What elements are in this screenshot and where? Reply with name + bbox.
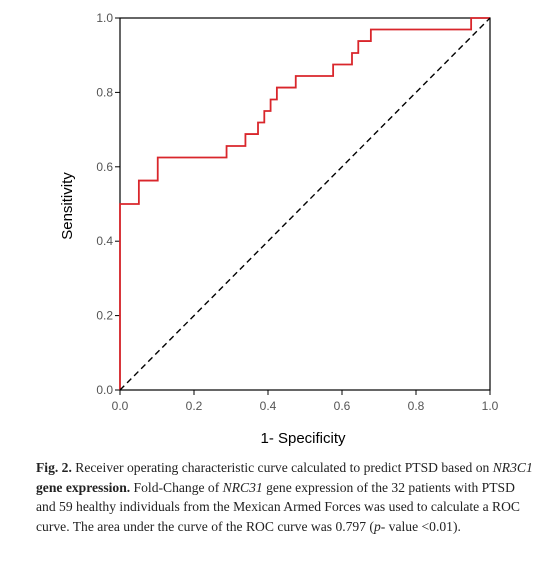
y-tick-label: 0.4 [96,234,113,248]
y-tick-label: 0.0 [96,383,113,397]
gene-name-nrc31: NRC31 [222,479,263,495]
caption-text-2: Fold-Change of [130,479,223,495]
y-tick-label: 0.8 [96,85,113,99]
series-layer [119,17,491,391]
roc-chart: 0.0 0.2 0.4 0.6 0.8 1.0 0.0 0.2 0.4 0.6 0.8 1.0 Sen… [59,11,499,447]
figure-caption: Fig. 2. Receiver operating characteristi… [36,458,536,536]
x-tick-label: 0.4 [260,399,277,413]
x-axis-title: 1- Specificity [260,430,346,447]
y-tick-label: 1.0 [96,11,113,25]
y-axis-title: Sensitivity [59,172,76,240]
x-tick-label: 0.0 [112,399,129,413]
x-tick-label: 0.2 [186,399,203,413]
caption-text-4: - value <0.01). [380,518,461,534]
y-tick-label: 0.6 [96,160,113,174]
x-tick-label: 1.0 [482,399,499,413]
axis-ticks: 0.0 0.2 0.4 0.6 0.8 1.0 0.0 0.2 0.4 0.6 0.8 1.0 [96,11,498,413]
caption-lead-text: Receiver operating characteristic curve … [71,460,493,475]
gene-name-nr3c1: NR3C1 [492,460,533,475]
caption-text-3: gene expression of the 32 patients with … [36,479,520,534]
figure-label: Fig. 2. [36,460,72,475]
x-tick-label: 0.6 [334,399,351,413]
p-symbol: p [373,518,381,534]
x-tick-label: 0.8 [408,399,425,413]
caption-bold-text: gene expression. [36,479,131,495]
roc-curve-line [119,17,490,390]
y-tick-label: 0.2 [96,309,113,323]
reference-diagonal-line [119,17,491,391]
